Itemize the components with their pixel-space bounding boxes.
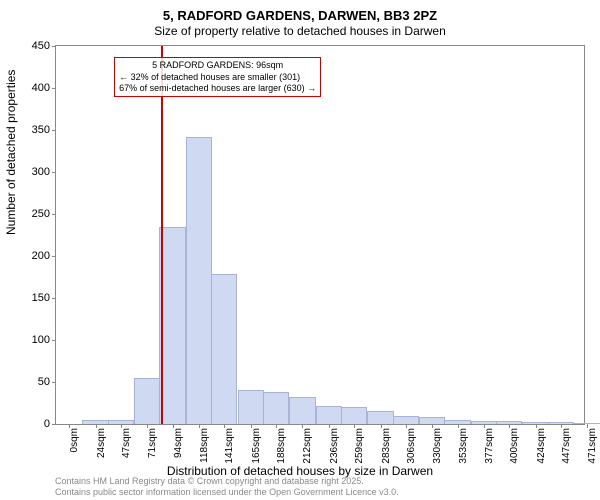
y-tick-label: 450 — [32, 40, 50, 52]
y-tick-label: 350 — [32, 124, 50, 136]
y-tick-label: 250 — [32, 208, 50, 220]
histogram-bar — [393, 416, 419, 424]
y-axis-label: Number of detached properties — [4, 70, 18, 235]
footer-line-1: Contains HM Land Registry data © Crown c… — [55, 476, 399, 487]
y-tick-label: 300 — [32, 166, 50, 178]
y-tick-label: 50 — [38, 376, 50, 388]
histogram-bar — [574, 423, 600, 424]
histogram-bar — [238, 390, 264, 424]
y-tick-label: 200 — [32, 250, 50, 262]
histogram-bar — [263, 392, 289, 424]
x-tick-label: 283sqm — [381, 428, 392, 464]
x-tick-label: 306sqm — [406, 428, 417, 464]
histogram-bar — [341, 407, 367, 424]
x-tick-label: 471sqm — [587, 428, 598, 464]
reference-line — [161, 46, 163, 424]
annotation-box: 5 RADFORD GARDENS: 96sqm← 32% of detache… — [114, 57, 321, 97]
histogram-bar — [471, 421, 497, 424]
histogram-bar — [186, 137, 212, 424]
histogram-bar — [522, 422, 548, 424]
x-tick-label: 212sqm — [302, 428, 313, 464]
footer-line-2: Contains public sector information licen… — [55, 487, 399, 498]
chart-footer: Contains HM Land Registry data © Crown c… — [55, 476, 399, 498]
x-tick-label: 353sqm — [458, 428, 469, 464]
histogram-bar — [444, 420, 470, 424]
histogram-bar — [134, 378, 160, 424]
annotation-line-3: 67% of semi-detached houses are larger (… — [119, 83, 316, 94]
x-tick-label: 330sqm — [432, 428, 443, 464]
y-tick-label: 100 — [32, 334, 50, 346]
x-tick-label: 236sqm — [329, 428, 340, 464]
histogram-bar — [419, 417, 445, 424]
histogram-bar — [316, 406, 342, 424]
chart-subtitle: Size of property relative to detached ho… — [0, 24, 600, 38]
histogram-bar — [159, 227, 185, 424]
x-tick-label: 47sqm — [121, 428, 132, 458]
x-tick-label: 24sqm — [96, 428, 107, 458]
x-tick-label: 259sqm — [354, 428, 365, 464]
y-tick-label: 150 — [32, 292, 50, 304]
x-tick-label: 165sqm — [251, 428, 262, 464]
chart-title: 5, RADFORD GARDENS, DARWEN, BB3 2PZ — [0, 8, 600, 23]
y-tick-label: 400 — [32, 82, 50, 94]
plot-area: 0501001502002503003504004500sqm24sqm47sq… — [55, 45, 585, 425]
x-tick-label: 0sqm — [69, 428, 80, 452]
x-tick-label: 71sqm — [147, 428, 158, 458]
x-tick-label: 188sqm — [276, 428, 287, 464]
histogram-bar — [367, 411, 393, 424]
histogram-bar — [82, 420, 108, 424]
histogram-bar — [548, 422, 574, 424]
chart-container: 5, RADFORD GARDENS, DARWEN, BB3 2PZ Size… — [0, 0, 600, 500]
x-tick-label: 141sqm — [224, 428, 235, 464]
histogram-bar — [289, 397, 315, 424]
x-tick-label: 118sqm — [199, 428, 210, 463]
x-tick-label: 377sqm — [484, 428, 495, 464]
histogram-bar — [108, 420, 134, 424]
x-tick-label: 424sqm — [536, 428, 547, 464]
x-tick-label: 447sqm — [561, 428, 572, 464]
histogram-bar — [496, 421, 522, 424]
histogram-bar — [211, 274, 237, 424]
y-tick-label: 0 — [44, 418, 50, 430]
annotation-line-2: ← 32% of detached houses are smaller (30… — [119, 72, 316, 83]
x-tick-label: 94sqm — [173, 428, 184, 458]
x-tick-label: 400sqm — [509, 428, 520, 464]
annotation-line-1: 5 RADFORD GARDENS: 96sqm — [119, 60, 316, 71]
